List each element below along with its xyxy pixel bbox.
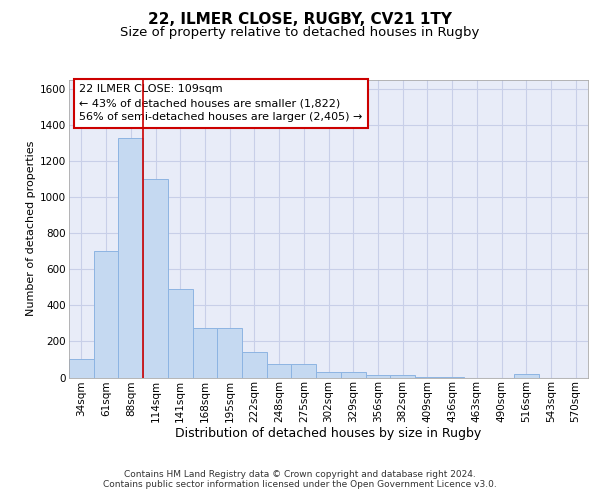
Text: Contains HM Land Registry data © Crown copyright and database right 2024.: Contains HM Land Registry data © Crown c… — [124, 470, 476, 479]
Bar — [341, 372, 365, 378]
Bar — [242, 352, 267, 378]
Bar — [514, 374, 539, 378]
Bar — [267, 364, 292, 378]
Text: Size of property relative to detached houses in Rugby: Size of property relative to detached ho… — [121, 26, 479, 39]
Bar — [69, 360, 94, 378]
Text: 22 ILMER CLOSE: 109sqm
← 43% of detached houses are smaller (1,822)
56% of semi-: 22 ILMER CLOSE: 109sqm ← 43% of detached… — [79, 84, 363, 122]
Bar — [292, 364, 316, 378]
Y-axis label: Number of detached properties: Number of detached properties — [26, 141, 36, 316]
Bar — [217, 328, 242, 378]
Bar — [193, 328, 217, 378]
Bar — [118, 138, 143, 378]
X-axis label: Distribution of detached houses by size in Rugby: Distribution of detached houses by size … — [175, 426, 482, 440]
Bar — [316, 372, 341, 378]
Bar — [440, 376, 464, 378]
Bar — [390, 375, 415, 378]
Bar — [415, 376, 440, 378]
Bar — [94, 252, 118, 378]
Text: Contains public sector information licensed under the Open Government Licence v3: Contains public sector information licen… — [103, 480, 497, 489]
Bar — [168, 289, 193, 378]
Bar — [143, 179, 168, 378]
Bar — [365, 375, 390, 378]
Text: 22, ILMER CLOSE, RUGBY, CV21 1TY: 22, ILMER CLOSE, RUGBY, CV21 1TY — [148, 12, 452, 28]
